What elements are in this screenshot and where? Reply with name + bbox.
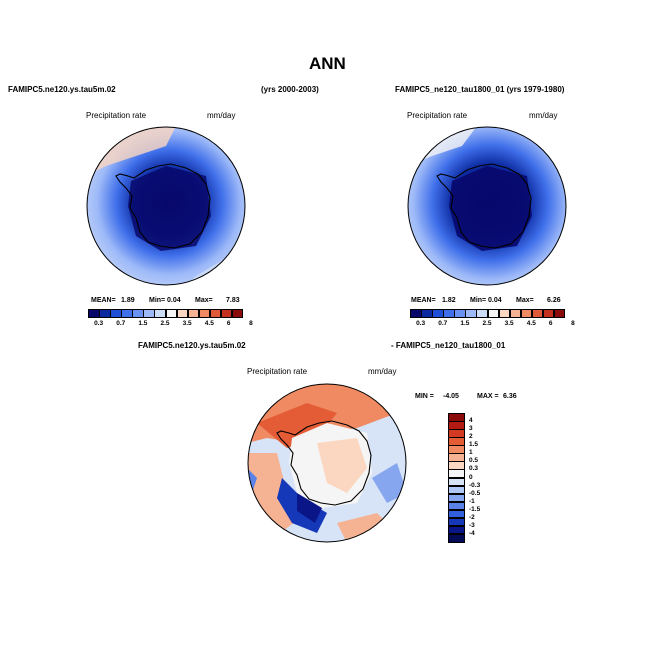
colorbar-tick-label: 1.5 <box>460 320 470 327</box>
colorbar-tick-label: 3.5 <box>504 320 514 327</box>
left-units-label: mm/day <box>207 111 236 120</box>
left-colorbar-ticks: 0.3 0.7 1.5 2.5 3.5 4.5 6 8 <box>88 320 253 330</box>
colorbar-cell <box>176 309 189 318</box>
diff-colorbar <box>448 413 465 543</box>
colorbar-cell <box>465 309 477 318</box>
diff-units-label: mm/day <box>368 367 397 376</box>
right-min-label: Min= <box>470 297 487 304</box>
colorbar-tick-label: 4.5 <box>204 320 214 327</box>
colorbar-tick-label: 8 <box>249 320 253 327</box>
colorbar-cell <box>410 309 422 318</box>
diff-case-a: FAMIPC5.ne120.ys.tau5m.02 <box>138 341 246 350</box>
colorbar-cell <box>476 309 488 318</box>
colorbar-cell <box>421 309 433 318</box>
colorbar-cell <box>553 309 566 318</box>
diff-polar-map <box>247 383 407 543</box>
left-min-value: 0.04 <box>167 297 181 304</box>
colorbar-tick-label: 0.7 <box>116 320 126 327</box>
colorbar-tick-label: -2 <box>469 513 475 521</box>
colorbar-cell <box>531 309 544 318</box>
diff-max-value: 6.36 <box>503 393 517 400</box>
left-colorbar <box>88 309 244 318</box>
right-max-value: 6.26 <box>547 297 561 304</box>
colorbar-tick-label: -3 <box>469 521 475 529</box>
right-max-label: Max= <box>516 297 534 304</box>
right-min-value: 0.04 <box>488 297 502 304</box>
right-mean-value: 1.82 <box>442 297 456 304</box>
colorbar-cell <box>542 309 555 318</box>
colorbar-tick-label: 0 <box>469 473 473 481</box>
colorbar-tick-label: -1.5 <box>469 505 481 513</box>
colorbar-cell <box>132 309 144 318</box>
colorbar-tick-label: -1 <box>469 497 475 505</box>
right-polar-map <box>407 126 567 286</box>
colorbar-cell <box>520 309 533 318</box>
left-field-label: Precipitation rate <box>86 111 147 120</box>
colorbar-cell <box>509 309 522 318</box>
colorbar-cell <box>454 309 466 318</box>
colorbar-tick-label: 1.5 <box>138 320 148 327</box>
colorbar-tick-label: -4 <box>469 529 475 537</box>
colorbar-tick-label: 8 <box>571 320 575 327</box>
diff-colorbar-ticks: 4 3 2 1.5 1 0.5 0.3 0 -0.3 -0.5 -1 -1.5 -2 -3 -4 <box>469 413 499 542</box>
colorbar-cell <box>121 309 133 318</box>
colorbar-cell <box>231 309 244 318</box>
colorbar-cell <box>110 309 122 318</box>
colorbar-tick-label: 1 <box>469 449 473 457</box>
colorbar-tick-label: 4 <box>469 417 473 425</box>
right-units-label: mm/day <box>529 111 558 120</box>
colorbar-cell <box>487 309 500 318</box>
colorbar-tick-label: -0.3 <box>469 481 481 489</box>
left-case-name: FAMIPC5.ne120.ys.tau5m.02 <box>8 85 116 94</box>
colorbar-tick-label: 0.3 <box>469 465 479 473</box>
left-polar-map <box>86 126 246 286</box>
colorbar-cell <box>99 309 111 318</box>
colorbar-tick-label: 1.5 <box>469 441 479 449</box>
colorbar-tick-label: 2 <box>469 433 473 441</box>
diff-case-b: - FAMIPC5_ne120_tau1800_01 <box>391 341 506 350</box>
colorbar-tick-label: 2.5 <box>160 320 170 327</box>
colorbar-cell <box>198 309 211 318</box>
colorbar-cell <box>498 309 511 318</box>
colorbar-cell <box>432 309 444 318</box>
colorbar-cell <box>220 309 233 318</box>
colorbar-cell <box>143 309 155 318</box>
colorbar-cell <box>443 309 455 318</box>
colorbar-cell <box>154 309 166 318</box>
colorbar-tick-label: 0.5 <box>469 457 479 465</box>
left-mean-value: 1.89 <box>121 297 135 304</box>
left-years: (yrs 2000-2003) <box>261 85 319 94</box>
left-max-value: 7.83 <box>226 297 240 304</box>
diff-field-label: Precipitation rate <box>247 367 308 376</box>
colorbar-tick-label: 0.3 <box>94 320 104 327</box>
colorbar-cell <box>165 309 178 318</box>
colorbar-tick-label: 6 <box>548 320 553 327</box>
colorbar-tick-label: 0.3 <box>416 320 426 327</box>
diff-max-label: MAX = <box>477 393 499 400</box>
colorbar-cell <box>209 309 222 318</box>
colorbar-tick-label: 4.5 <box>526 320 536 327</box>
right-colorbar <box>410 309 566 318</box>
colorbar-tick-label: 3.5 <box>182 320 192 327</box>
right-field-label: Precipitation rate <box>407 111 468 120</box>
figure-title: ANN <box>309 54 346 73</box>
colorbar-tick-label: 2.5 <box>482 320 492 327</box>
colorbar-cell <box>448 533 465 543</box>
colorbar-tick-label: -0.5 <box>469 489 481 497</box>
colorbar-tick-label: 0.7 <box>438 320 448 327</box>
right-case-name: FAMIPC5_ne120_tau1800_01 (yrs 1979-1980) <box>395 85 565 94</box>
colorbar-cell <box>187 309 200 318</box>
diff-min-value: -4.05 <box>443 393 459 400</box>
left-max-label: Max= <box>195 297 213 304</box>
left-min-label: Min= <box>149 297 166 304</box>
colorbar-cell <box>88 309 100 318</box>
diff-min-label: MIN = <box>415 393 434 400</box>
right-mean-label: MEAN= <box>411 297 436 304</box>
right-colorbar-ticks: 0.3 0.7 1.5 2.5 3.5 4.5 6 8 <box>410 320 575 330</box>
left-mean-label: MEAN= <box>91 297 116 304</box>
colorbar-tick-label: 3 <box>469 425 473 433</box>
colorbar-tick-label: 6 <box>226 320 231 327</box>
